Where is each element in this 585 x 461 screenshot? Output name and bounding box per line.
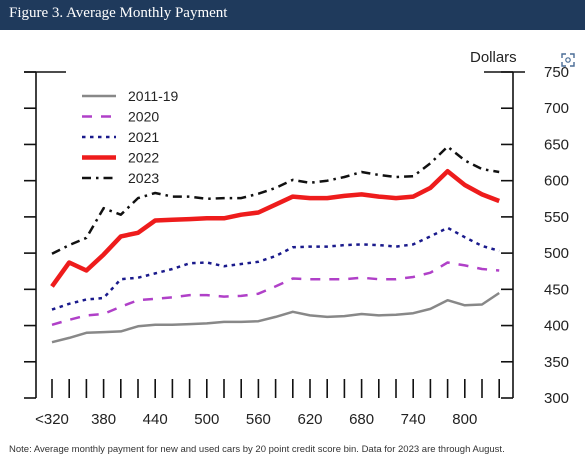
y-tick-label: 750 xyxy=(544,64,569,81)
x-tick-labels: <320 380 440 500 560 620 680 740 800 xyxy=(35,411,477,428)
y-tick-marks xyxy=(24,71,513,399)
y-tick-label: 500 xyxy=(544,245,569,262)
legend-label: 2011-19 xyxy=(128,88,179,104)
x-tick-label: 680 xyxy=(349,411,374,428)
legend: 2011-19 2020 2021 2022 2023 xyxy=(82,88,179,186)
y-tick-label: 700 xyxy=(544,100,569,117)
x-tick-label: 740 xyxy=(401,411,426,428)
x-tick-label: 620 xyxy=(297,411,322,428)
legend-label: 2022 xyxy=(128,150,159,166)
x-tick-marks xyxy=(51,379,501,398)
y-tick-label: 400 xyxy=(544,318,569,335)
expand-icon[interactable] xyxy=(561,53,575,67)
legend-label: 2023 xyxy=(128,170,159,186)
y-tick-label: 550 xyxy=(544,209,569,226)
footnote: Note: Average monthly payment for new an… xyxy=(9,444,505,455)
series-line-2011-19 xyxy=(51,291,500,344)
x-tick-label: 560 xyxy=(246,411,271,428)
y-tick-label: 350 xyxy=(544,354,569,371)
series-line-2022 xyxy=(50,168,501,288)
y-tick-label: 600 xyxy=(544,173,569,190)
y-axis-unit-label: Dollars xyxy=(470,49,517,66)
axes xyxy=(24,71,525,398)
y-tick-labels: 300 350 400 450 500 550 600 650 700 750 xyxy=(544,64,569,407)
chart: 300 350 400 450 500 550 600 650 700 750 <320 380 44… xyxy=(24,49,569,428)
x-tick-label: 380 xyxy=(91,411,116,428)
x-tick-label: 440 xyxy=(143,411,168,428)
series-lines xyxy=(50,145,501,344)
x-tick-label: 500 xyxy=(194,411,219,428)
figure-header: Figure 3. Average Monthly Payment xyxy=(0,0,585,30)
y-tick-label: 300 xyxy=(544,390,569,407)
legend-label: 2020 xyxy=(128,109,159,125)
y-tick-label: 450 xyxy=(544,281,569,298)
x-tick-label: 800 xyxy=(452,411,477,428)
series-line-2020 xyxy=(51,261,500,327)
figure-title: Figure 3. Average Monthly Payment xyxy=(9,5,228,21)
series-line-2023 xyxy=(51,145,500,255)
x-tick-label: <320 xyxy=(35,411,69,428)
legend-label: 2021 xyxy=(128,129,159,145)
y-tick-label: 650 xyxy=(544,136,569,153)
